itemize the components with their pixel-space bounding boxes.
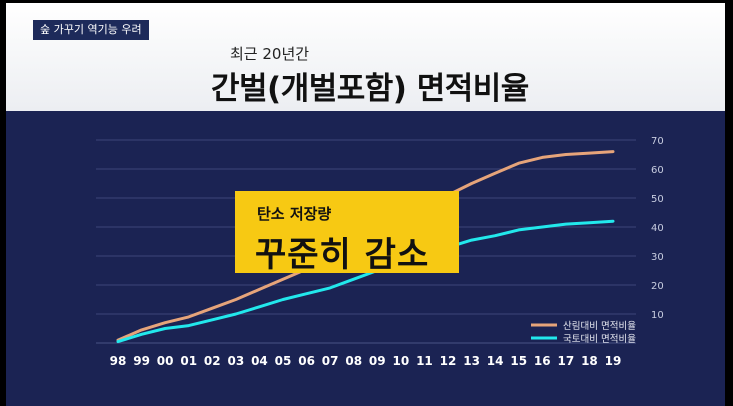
y-tick-label: 30 [651, 252, 664, 263]
x-tick-label: 12 [440, 354, 457, 368]
y-tick-label: 70 [651, 136, 664, 147]
x-tick-label: 01 [180, 354, 197, 368]
callout-box: 탄소 저장량 꾸준히 감소 [235, 191, 459, 275]
x-tick-label: 03 [228, 354, 245, 368]
x-tick-label: 05 [275, 354, 292, 368]
x-tick-label: 08 [345, 354, 362, 368]
x-tick-label: 16 [534, 354, 551, 368]
x-tick-label: 02 [204, 354, 221, 368]
callout-line1: 탄소 저장량 [257, 205, 332, 223]
legend-label: 국토대비 면적비율 [563, 333, 636, 345]
x-tick-label: 09 [369, 354, 386, 368]
x-tick-label: 19 [605, 354, 622, 368]
x-tick-label: 18 [581, 354, 598, 368]
line-chart: 10 20 30 40 50 60 70 98 99 00 01 02 03 04 05 06 07 08 09 10… [96, 136, 664, 368]
x-tick-label: 98 [110, 354, 127, 368]
header: 숲 가꾸기 역기능 우려 최근 20년간 간벌(개벌포함) 면적비율 [6, 3, 725, 111]
x-tick-label: 06 [298, 354, 315, 368]
callout-line2: 꾸준히 감소 [255, 235, 430, 275]
chart-title: 간벌(개벌포함) 면적비율 [211, 71, 529, 107]
x-tick-label: 99 [133, 354, 150, 368]
y-tick-label: 10 [651, 310, 664, 321]
x-tick-label: 00 [157, 354, 174, 368]
y-tick-label: 50 [651, 194, 664, 205]
x-tick-label: 04 [251, 354, 268, 368]
x-tick-label: 11 [416, 354, 433, 368]
y-tick-label: 60 [651, 165, 664, 176]
x-tick-label: 13 [463, 354, 480, 368]
series-line [116, 219, 615, 344]
topic-tag: 숲 가꾸기 역기능 우려 [33, 20, 149, 40]
x-tick-label: 15 [510, 354, 527, 368]
x-tick-label: 14 [487, 354, 504, 368]
x-tick-label: 17 [558, 354, 575, 368]
legend-label: 산림대비 면적비율 [563, 320, 636, 332]
y-tick-label: 40 [651, 223, 664, 234]
y-tick-label: 20 [651, 281, 664, 292]
x-tick-label: 10 [393, 354, 410, 368]
broadcast-panel: 숲 가꾸기 역기능 우려 최근 20년간 간벌(개벌포함) 면적비율 10 20 3… [6, 3, 725, 406]
chart-subtitle: 최근 20년간 [230, 45, 310, 63]
x-tick-label: 07 [322, 354, 339, 368]
